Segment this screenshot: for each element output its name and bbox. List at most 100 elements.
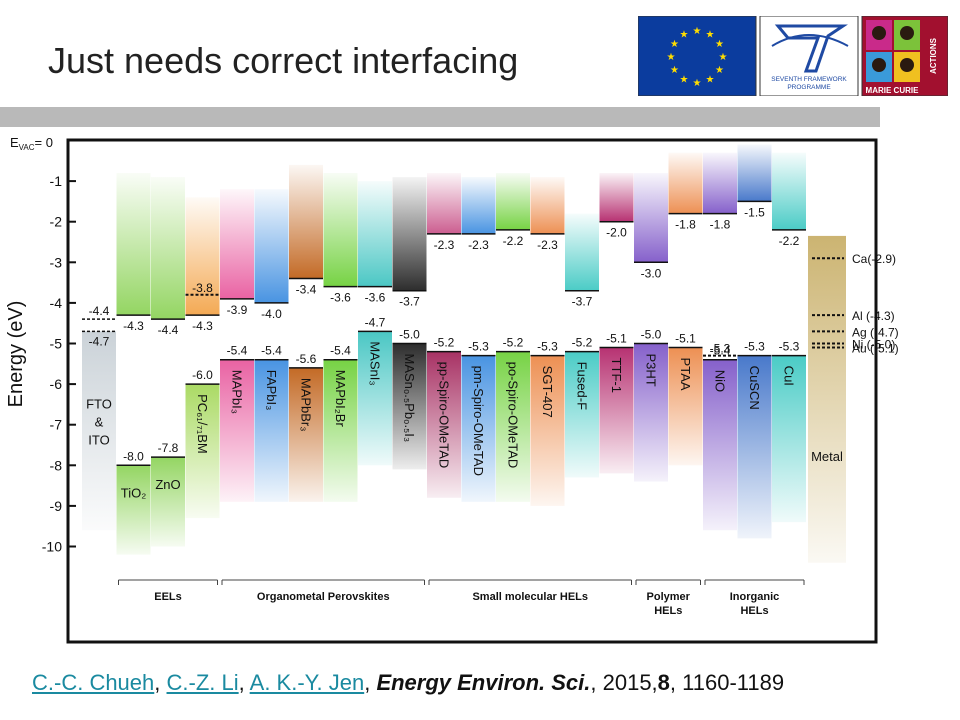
conduction-band <box>254 189 289 303</box>
author-link-li[interactable]: C.-Z. Li <box>166 670 239 695</box>
y-axis-label: Energy (eV) <box>5 301 27 408</box>
valence-band <box>668 347 703 466</box>
vb-value-label: -4.7 <box>89 334 110 348</box>
dotted-value-label: -5.3 <box>710 342 731 356</box>
group-label: HELs <box>654 605 682 617</box>
citation-sep-1: , <box>154 670 167 695</box>
material-label: po-Spiro-OMeTAD <box>506 362 521 469</box>
valence-band <box>323 359 358 502</box>
column-p3ht: -3.0 -5.0 P3HT <box>634 172 668 482</box>
eu-star: ★ <box>715 65 724 76</box>
column-cui: -2.2 -5.3 CuI <box>772 152 806 523</box>
author-link-jen[interactable]: A. K.-Y. Jen <box>249 670 365 695</box>
column-fto-ito: -4.4 -4.7 FTO & ITO <box>82 304 116 531</box>
author-link-chueh[interactable]: C.-C. Chueh <box>32 670 155 695</box>
metal-work-function-label: Ca(-2.9) <box>852 252 896 266</box>
column-tio2: -4.3 -8.0 TiO₂ <box>116 172 151 555</box>
column-pp-spiro-ometad: -2.3 -5.2 pp-Spiro-OMeTAD <box>427 172 461 498</box>
material-label: MASnI₃ <box>368 341 383 385</box>
energy-axis: EVAC= 0 Energy (eV) -1 -2 -3 -4 -5 -6 -7 -8 -9 -1… <box>5 135 76 555</box>
cb-value-label: -2.3 <box>468 238 489 252</box>
material-label: & <box>95 414 104 429</box>
cb-value-label: -1.8 <box>710 218 731 232</box>
group-organometal-perovskites: Organometal Perovskites <box>221 579 425 603</box>
group-label: Small molecular HELs <box>472 591 588 603</box>
material-label: SGT-407 <box>540 366 555 418</box>
y-tick-label: -1 <box>50 173 63 189</box>
marie-curie-logo: MARIE CURIE ACTIONS <box>861 16 948 96</box>
group-inorganic-hels: Inorganic HELs <box>704 579 805 617</box>
vb-value-label: -5.3 <box>779 340 800 354</box>
conduction-band <box>392 177 427 291</box>
conduction-band <box>772 152 806 230</box>
journal-name: Energy Environ. Sci. <box>376 670 591 695</box>
eu-star: ★ <box>715 39 724 50</box>
valence-band <box>496 351 530 502</box>
eu-star: ★ <box>719 52 728 63</box>
vb-value-label: -6.0 <box>192 368 213 382</box>
cb-value-label: -1.8 <box>675 218 696 232</box>
column-fused-f: -3.7 -5.2 Fused-F <box>565 213 599 478</box>
column-sgt-407: -2.3 -5.3 SGT-407 <box>530 177 565 506</box>
citation-year: , 2015, <box>590 670 658 695</box>
group-label: EELs <box>154 591 182 603</box>
column-mapbi2br: -3.6 -5.4 MAPbI₂Br <box>323 172 358 502</box>
conduction-band <box>289 164 323 279</box>
citation-volume: 8 <box>657 670 670 695</box>
valence-band <box>185 384 220 519</box>
material-label: pp-Spiro-OMeTAD <box>437 362 452 469</box>
cb-value-label: -1.5 <box>744 205 765 219</box>
material-label: CuI <box>782 366 797 386</box>
conduction-band <box>599 172 634 222</box>
material-label: FTO <box>86 396 112 411</box>
citation-sep-2: , <box>238 670 250 695</box>
valence-band <box>151 457 185 547</box>
conduction-band <box>668 152 703 214</box>
marie-curie-text: MARIE CURIE <box>866 86 920 95</box>
cb-value-label: -4.3 <box>192 319 213 333</box>
material-label: NiO <box>713 370 728 392</box>
fp7-text-line1: SEVENTH FRAMEWORK <box>771 76 847 83</box>
valence-band <box>254 359 289 502</box>
material-label: TiO₂ <box>121 485 147 500</box>
conduction-band <box>461 177 496 234</box>
cb-value-label: -3.4 <box>296 283 317 297</box>
column-masni3: -3.6 -4.7 MASnI₃ <box>358 181 392 466</box>
valence-band <box>392 343 427 470</box>
citation: C.-C. Chueh, C.-Z. Li, A. K.-Y. Jen, Ene… <box>32 670 784 696</box>
metal-label: Metal <box>811 449 843 464</box>
material-label: MAPbI₃ <box>230 370 245 414</box>
material-label: CuSCN <box>747 366 762 410</box>
material-label: MAPbI₂Br <box>333 370 348 428</box>
dotted-value-label: -3.8 <box>192 281 213 295</box>
valence-band <box>461 355 496 502</box>
metal-work-function-label: Ni (-5.0) <box>852 338 895 352</box>
column-pm-spiro-ometad: -2.3 -5.3 pm-Spiro-OMeTAD <box>461 177 496 502</box>
fp7-text-line2: PROGRAMME <box>787 84 831 91</box>
valence-band <box>634 343 668 482</box>
cb-value-label: -4.0 <box>261 307 282 321</box>
column-zno: -4.4 -7.8 ZnO <box>151 177 185 547</box>
citation-pages: , 1160-1189 <box>669 670 785 695</box>
cb-value-label: -4.4 <box>89 304 110 318</box>
vb-value-label: -5.3 <box>744 340 765 354</box>
y-tick-label: -5 <box>50 336 63 352</box>
y-tick-label: -8 <box>50 457 63 473</box>
vb-value-label: -5.3 <box>537 340 558 354</box>
vb-value-label: -5.4 <box>710 344 731 358</box>
eu-flag-logo: ★ ★★★★★★★★★★★ <box>638 16 757 96</box>
vb-value-label: -5.4 <box>330 344 351 358</box>
valence-band <box>703 359 737 531</box>
group-label: HELs <box>740 605 768 617</box>
y-tick-label: -3 <box>50 254 63 270</box>
title-divider-bar <box>0 107 880 127</box>
cb-value-label: -2.3 <box>434 238 455 252</box>
slide-title: Just needs correct interfacing <box>48 40 519 81</box>
column-nio: -1.8 -5.4-5.3 NiO <box>703 152 737 531</box>
eu-star: ★ <box>670 65 679 76</box>
material-label: PTAA <box>678 358 693 391</box>
vb-value-label: -5.4 <box>261 344 282 358</box>
valence-band <box>289 367 323 502</box>
y-tick-label: -10 <box>42 539 62 555</box>
vb-value-label: -4.7 <box>365 315 386 329</box>
